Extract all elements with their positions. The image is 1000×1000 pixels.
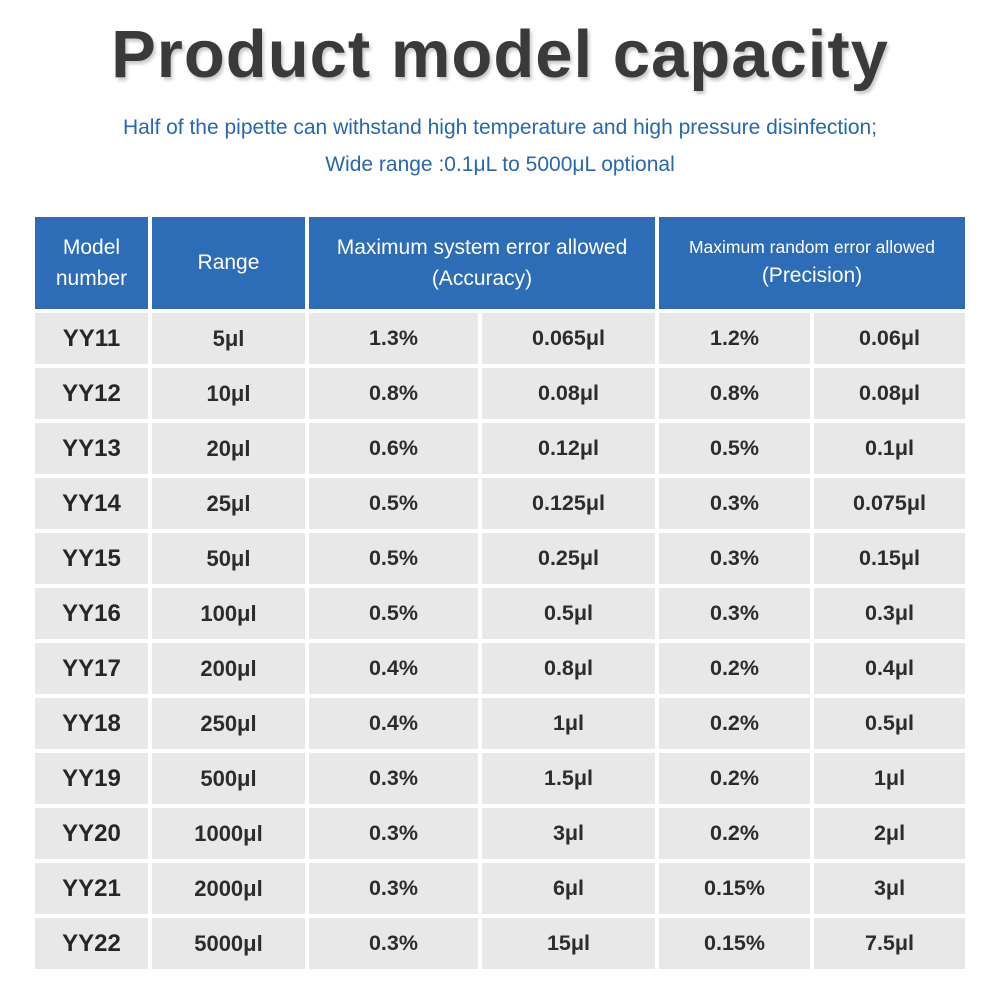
spec-table: Model number Range Maximum system error … <box>31 213 969 973</box>
accuracy-pct-cell: 0.5% <box>308 478 478 529</box>
precision-pct-cell: 0.2% <box>659 698 810 749</box>
col-header-accuracy: Maximum system error allowed (Accuracy) <box>308 217 655 309</box>
accuracy-pct-cell: 0.6% <box>308 423 478 474</box>
accuracy-pct-cell: 0.3% <box>308 808 478 859</box>
accuracy-pct-cell: 0.8% <box>308 368 478 419</box>
precision-vol-cell: 7.5μl <box>814 918 965 969</box>
range-cell: 2000μl <box>151 863 305 914</box>
table-row: YY16 100μl 0.5% 0.5μl 0.3% 0.3μl <box>34 588 965 639</box>
accuracy-vol-cell: 15μl <box>481 918 655 969</box>
subtitle-line-2: Wide range :0.1μL to 5000μL optional <box>325 153 675 176</box>
precision-pct-cell: 0.8% <box>659 368 810 419</box>
precision-pct-cell: 0.3% <box>659 588 810 639</box>
range-cell: 200μl <box>151 643 305 694</box>
precision-pct-cell: 0.15% <box>659 863 810 914</box>
table-row: YY13 20μl 0.6% 0.12μl 0.5% 0.1μl <box>34 423 965 474</box>
page-title: Product model capacity <box>111 17 889 92</box>
precision-vol-cell: 0.5μl <box>814 698 965 749</box>
table-header-row: Model number Range Maximum system error … <box>34 217 965 309</box>
precision-vol-cell: 0.08μl <box>814 368 965 419</box>
accuracy-vol-cell: 0.065μl <box>481 313 655 364</box>
accuracy-header-line-2: (Accuracy) <box>431 267 533 290</box>
table-row: YY17 200μl 0.4% 0.8μl 0.2% 0.4μl <box>34 643 965 694</box>
page-subtitle: Half of the pipette can withstand high t… <box>0 109 1000 183</box>
model-cell: YY17 <box>34 643 148 694</box>
range-cell: 500μl <box>151 753 305 804</box>
precision-pct-cell: 0.2% <box>659 643 810 694</box>
precision-pct-cell: 0.2% <box>659 753 810 804</box>
precision-pct-cell: 0.15% <box>659 918 810 969</box>
accuracy-vol-cell: 1.5μl <box>481 753 655 804</box>
precision-header-line-1: Maximum random error allowed <box>688 237 936 258</box>
model-cell: YY12 <box>34 368 148 419</box>
col-header-model: Model number <box>34 217 148 309</box>
precision-vol-cell: 0.075μl <box>814 478 965 529</box>
accuracy-vol-cell: 0.12μl <box>481 423 655 474</box>
col-header-range: Range <box>151 217 305 309</box>
range-cell: 5000μl <box>151 918 305 969</box>
precision-vol-cell: 2μl <box>814 808 965 859</box>
table-row: YY11 5μl 1.3% 0.065μl 1.2% 0.06μl <box>34 313 965 364</box>
accuracy-pct-cell: 0.4% <box>308 698 478 749</box>
precision-vol-cell: 1μl <box>814 753 965 804</box>
model-cell: YY16 <box>34 588 148 639</box>
model-cell: YY15 <box>34 533 148 584</box>
range-cell: 50μl <box>151 533 305 584</box>
range-cell: 25μl <box>151 478 305 529</box>
range-cell: 20μl <box>151 423 305 474</box>
accuracy-vol-cell: 6μl <box>481 863 655 914</box>
range-cell: 1000μl <box>151 808 305 859</box>
precision-pct-cell: 0.5% <box>659 423 810 474</box>
accuracy-pct-cell: 0.3% <box>308 918 478 969</box>
model-cell: YY18 <box>34 698 148 749</box>
model-cell: YY11 <box>34 313 148 364</box>
precision-vol-cell: 0.3μl <box>814 588 965 639</box>
subtitle-line-1: Half of the pipette can withstand high t… <box>122 116 878 139</box>
table-row: YY12 10μl 0.8% 0.08μl 0.8% 0.08μl <box>34 368 965 419</box>
accuracy-vol-cell: 3μl <box>481 808 655 859</box>
precision-header-line-2: (Precision) <box>761 264 863 288</box>
table-row: YY21 2000μl 0.3% 6μl 0.15% 3μl <box>34 863 965 914</box>
table-row: YY19 500μl 0.3% 1.5μl 0.2% 1μl <box>34 753 965 804</box>
table-row: YY15 50μl 0.5% 0.25μl 0.3% 0.15μl <box>34 533 965 584</box>
table-row: YY14 25μl 0.5% 0.125μl 0.3% 0.075μl <box>34 478 965 529</box>
precision-vol-cell: 3μl <box>814 863 965 914</box>
precision-vol-cell: 0.4μl <box>814 643 965 694</box>
table-row: YY18 250μl 0.4% 1μl 0.2% 0.5μl <box>34 698 965 749</box>
precision-pct-cell: 1.2% <box>659 313 810 364</box>
model-cell: YY22 <box>34 918 148 969</box>
accuracy-pct-cell: 0.4% <box>308 643 478 694</box>
accuracy-vol-cell: 0.5μl <box>481 588 655 639</box>
accuracy-vol-cell: 0.8μl <box>481 643 655 694</box>
accuracy-vol-cell: 0.08μl <box>481 368 655 419</box>
range-cell: 10μl <box>151 368 305 419</box>
model-cell: YY21 <box>34 863 148 914</box>
range-cell: 100μl <box>151 588 305 639</box>
model-cell: YY20 <box>34 808 148 859</box>
precision-pct-cell: 0.3% <box>659 478 810 529</box>
table-row: YY22 5000μl 0.3% 15μl 0.15% 7.5μl <box>34 918 965 969</box>
range-cell: 250μl <box>151 698 305 749</box>
precision-vol-cell: 0.15μl <box>814 533 965 584</box>
accuracy-vol-cell: 1μl <box>481 698 655 749</box>
accuracy-vol-cell: 0.25μl <box>481 533 655 584</box>
accuracy-header-line-1: Maximum system error allowed <box>336 235 628 259</box>
accuracy-vol-cell: 0.125μl <box>481 478 655 529</box>
range-cell: 5μl <box>151 313 305 364</box>
model-cell: YY13 <box>34 423 148 474</box>
table-row: YY20 1000μl 0.3% 3μl 0.2% 2μl <box>34 808 965 859</box>
model-cell: YY19 <box>34 753 148 804</box>
accuracy-pct-cell: 0.5% <box>308 533 478 584</box>
precision-vol-cell: 0.1μl <box>814 423 965 474</box>
accuracy-pct-cell: 0.3% <box>308 863 478 914</box>
accuracy-pct-cell: 0.3% <box>308 753 478 804</box>
precision-vol-cell: 0.06μl <box>814 313 965 364</box>
col-header-precision: Maximum random error allowed (Precision) <box>659 217 965 309</box>
accuracy-pct-cell: 0.5% <box>308 588 478 639</box>
model-cell: YY14 <box>34 478 148 529</box>
precision-pct-cell: 0.2% <box>659 808 810 859</box>
precision-pct-cell: 0.3% <box>659 533 810 584</box>
accuracy-pct-cell: 1.3% <box>308 313 478 364</box>
